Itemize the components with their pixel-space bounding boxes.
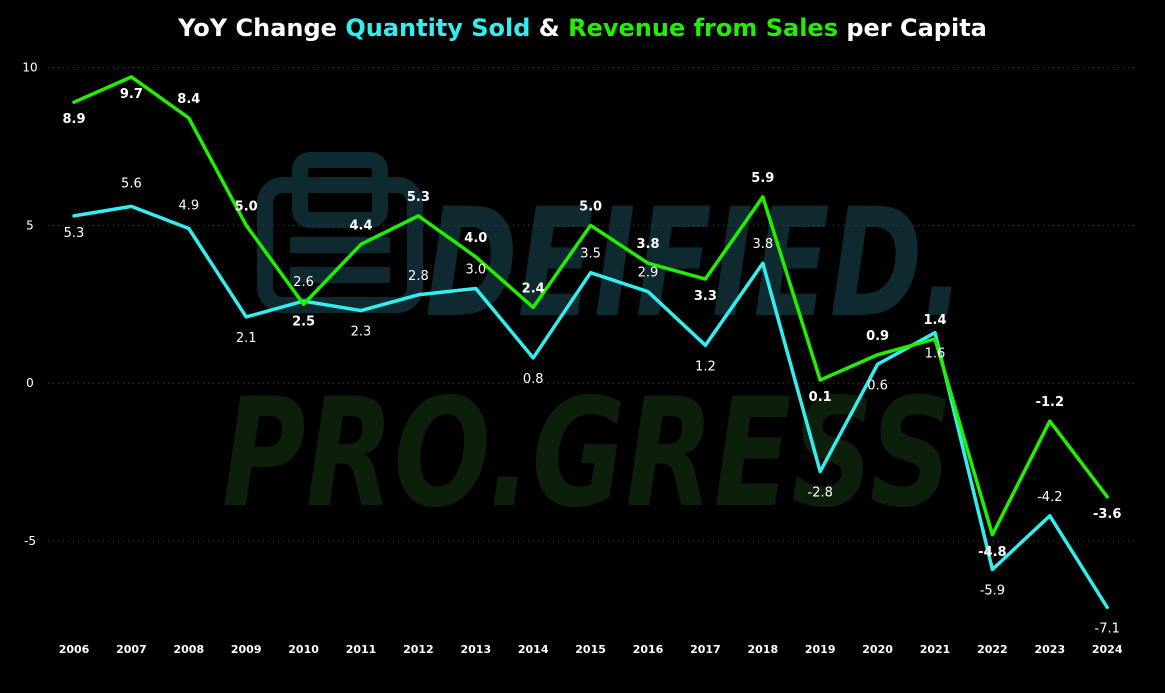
revenue-data-label-2013: 4.0 [464,231,487,246]
quantity-data-label-2018: 3.8 [752,237,773,252]
revenue-data-label-2014: 2.4 [522,281,545,296]
x-tick-label-2022: 2022 [977,643,1008,656]
x-tick-label-2012: 2012 [403,643,434,656]
quantity-data-label-2021: 1.6 [925,347,946,362]
quantity-data-label-2022: -5.9 [980,583,1005,598]
quantity-data-label-2006: 5.3 [64,226,85,241]
x-tick-label-2023: 2023 [1034,643,1065,656]
watermark-line-1: DEIFIED. [425,177,965,351]
revenue-data-label-2006: 8.9 [62,112,85,127]
x-axis: 2006 2007 2008 2009 2010 2011 2012 2013 2014 2015… [59,643,1123,656]
x-tick-label-2019: 2019 [805,643,836,656]
x-tick-label-2021: 2021 [920,643,951,656]
x-tick-label-2017: 2017 [690,643,721,656]
watermark-line-2: PRO.GRESS [222,367,952,541]
y-tick-label-10: 10 [22,60,37,74]
quantity-data-label-2020: 0.6 [867,378,888,393]
revenue-data-label-2023: -1.2 [1036,395,1064,410]
quantity-data-label-2009: 2.1 [236,331,257,346]
quantity-data-label-2007: 5.6 [121,176,142,191]
quantity-data-label-2014: 0.8 [523,372,544,387]
revenue-data-label-2012: 5.3 [407,190,430,205]
quantity-data-label-2015: 3.5 [580,247,601,262]
quantity-data-label-2012: 2.8 [408,269,429,284]
quantity-data-label-2016: 2.9 [638,266,659,281]
revenue-data-label-2018: 5.9 [751,171,774,186]
revenue-data-label-2017: 3.3 [694,289,717,304]
x-tick-label-2018: 2018 [747,643,778,656]
x-tick-label-2015: 2015 [575,643,606,656]
y-tick-label-0: 0 [26,376,34,390]
quantity-data-label-2019: -2.8 [808,486,833,501]
revenue-data-label-2015: 5.0 [579,199,602,214]
series-lines [72,75,1109,610]
series-line-quantity-sold [72,204,1109,610]
revenue-data-label-2020: 0.9 [866,329,889,344]
revenue-data-label-2011: 4.4 [349,218,372,233]
revenue-data-label-2007: 9.7 [120,87,143,102]
revenue-data-label-2019: 0.1 [809,390,832,405]
x-tick-label-2011: 2011 [346,643,377,656]
title-part-revenue: Revenue from Sales [568,14,838,42]
revenue-data-label-2024: -3.6 [1093,507,1121,522]
revenue-data-label-2021: 1.4 [923,313,946,328]
revenue-data-label-2008: 8.4 [177,92,200,107]
quantity-data-label-2013: 3.0 [465,262,486,277]
x-tick-label-2020: 2020 [862,643,893,656]
series-line-revenue-from-sales [72,75,1109,537]
x-tick-label-2008: 2008 [173,643,204,656]
y-axis: -5 0 5 10 [22,60,37,548]
y-tick-label-5: 5 [26,218,34,232]
revenue-data-label-2009: 5.0 [235,199,258,214]
quantity-data-label-2024: -7.1 [1095,621,1120,636]
x-tick-label-2016: 2016 [633,643,664,656]
x-tick-label-2014: 2014 [518,643,549,656]
revenue-data-label-2016: 3.8 [636,237,659,252]
quantity-data-label-2011: 2.3 [351,325,372,340]
y-tick-label--5: -5 [24,534,36,548]
title-part-amp: & [530,14,569,42]
quantity-data-label-2010: 2.6 [293,275,314,290]
grid [48,66,1135,542]
watermark-logo-icon [257,152,423,313]
title-part-quantity: Quantity Sold [345,14,531,42]
title-part-prefix: YoY Change [178,14,346,42]
x-tick-label-2009: 2009 [231,643,262,656]
quantity-data-label-2008: 4.9 [178,198,199,213]
revenue-data-label-2010: 2.5 [292,314,315,329]
x-tick-label-2007: 2007 [116,643,147,656]
quantity-data-label-2023: -4.2 [1037,490,1062,505]
x-tick-label-2013: 2013 [460,643,491,656]
revenue-data-label-2022: -4.8 [978,545,1006,560]
watermark: DEIFIED. PRO.GRESS [222,152,965,541]
x-tick-label-2010: 2010 [288,643,319,656]
quantity-data-label-2017: 1.2 [695,359,716,374]
data-labels: 5.3 5.6 4.9 2.1 2.6 2.3 2.8 3.0 0.8 3.5 2.9 1.2 3.8 -… [62,87,1121,636]
x-tick-label-2006: 2006 [59,643,90,656]
title-part-suffix: per Capita [837,14,987,42]
chart-title: YoY Change Quantity Sold & Revenue from … [0,14,1165,42]
x-tick-label-2024: 2024 [1092,643,1123,656]
